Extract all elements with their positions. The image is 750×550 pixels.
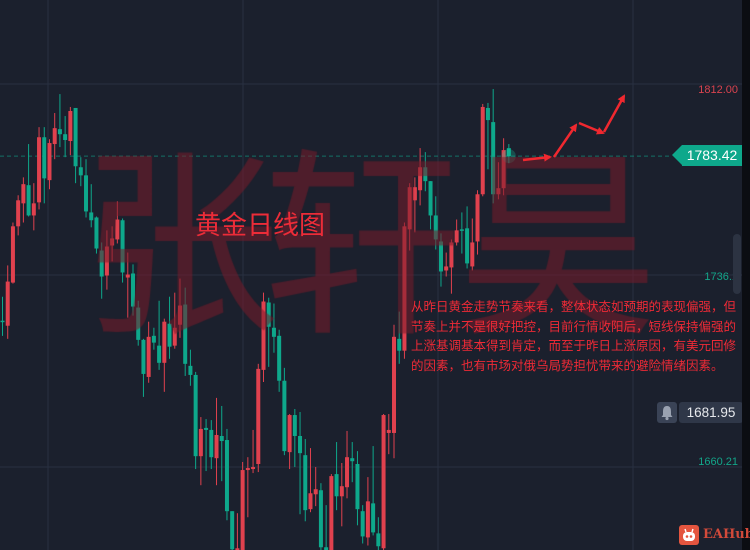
eahub-robot-icon (679, 525, 699, 545)
price-axis-label: 1812.00 (698, 84, 738, 96)
chart-title: 黄金日线图 (195, 211, 326, 241)
bell-icon[interactable] (657, 402, 677, 423)
annotation-text: 从昨日黄金走势节奏来看，整体状态如预期的表现偏强，但节奏上并不是很好把控，目前行… (411, 299, 737, 373)
right-border (742, 0, 750, 550)
price-axis-label: 1660.21 (698, 456, 738, 468)
logo-text: EAHub (703, 527, 750, 542)
last-price-value: 1783.42 (682, 145, 742, 166)
arrow (552, 123, 578, 158)
arrow (578, 121, 605, 135)
last-price-tag: 1783.42 (672, 145, 742, 166)
arrow (602, 94, 626, 133)
arrow (522, 153, 552, 162)
alert-price-value: 1681.95 (679, 402, 743, 423)
price-axis-label: 1736.1 (704, 271, 738, 283)
price-axis-scrollbar[interactable] (733, 234, 741, 294)
